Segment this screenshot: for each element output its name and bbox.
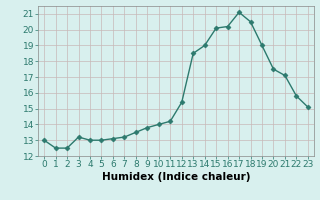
X-axis label: Humidex (Indice chaleur): Humidex (Indice chaleur) xyxy=(102,172,250,182)
